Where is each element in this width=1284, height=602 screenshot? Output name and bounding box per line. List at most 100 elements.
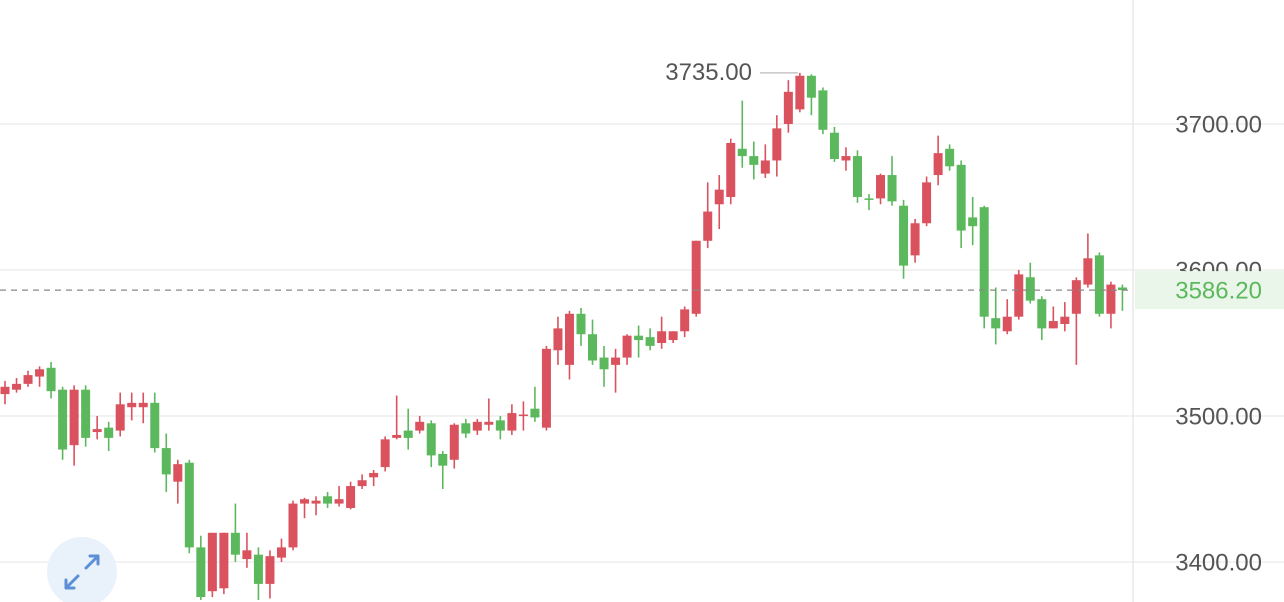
- candle-body: [1048, 321, 1058, 329]
- candle-body: [760, 160, 770, 174]
- candle-body: [369, 472, 379, 478]
- candle-body: [69, 389, 79, 446]
- candle-body: [588, 334, 598, 361]
- candle-body: [173, 464, 183, 482]
- candle-body: [1071, 280, 1081, 314]
- candle-body: [472, 421, 482, 431]
- candle-body: [783, 91, 793, 124]
- candle-body: [276, 547, 286, 558]
- candle-body: [380, 439, 390, 468]
- candle-body: [645, 337, 655, 346]
- candle-body: [772, 128, 782, 161]
- candle-body: [968, 217, 978, 227]
- candle-body: [346, 486, 356, 508]
- candle-body: [115, 404, 125, 431]
- candle-body: [680, 309, 690, 332]
- candle-body: [795, 75, 805, 110]
- candle-body: [150, 402, 160, 449]
- candle-body: [1060, 316, 1070, 324]
- candle-body: [806, 75, 816, 98]
- candle-body: [922, 182, 932, 224]
- candle-body: [726, 142, 736, 197]
- candle-body: [403, 430, 413, 438]
- candle-body: [876, 175, 886, 199]
- candle-body: [553, 328, 563, 351]
- candle-body: [634, 335, 644, 341]
- expand-icon: [64, 554, 100, 590]
- candle-body: [945, 148, 955, 167]
- candle-body: [541, 348, 551, 428]
- y-tick-label: 3500.00: [1175, 403, 1262, 430]
- candle-body: [564, 313, 574, 365]
- candle-body: [1083, 258, 1093, 285]
- candle-body: [657, 331, 667, 343]
- candle-body: [1117, 287, 1127, 291]
- candle-body: [438, 453, 448, 466]
- candle-body: [864, 198, 874, 200]
- candle-body: [58, 389, 68, 450]
- candle-body: [841, 156, 851, 161]
- candle-body: [323, 496, 333, 504]
- candle-body: [138, 402, 148, 408]
- candle-body: [737, 148, 747, 157]
- candle-body: [714, 189, 724, 205]
- candle-body: [23, 375, 33, 384]
- candle-body: [668, 331, 678, 341]
- plot: 3735.00: [0, 59, 1284, 600]
- candle-body: [818, 90, 828, 130]
- candle-body: [599, 357, 609, 370]
- candle-body: [461, 423, 471, 434]
- candle-body: [933, 153, 943, 176]
- candle-body: [219, 532, 229, 589]
- candle-body: [1094, 255, 1104, 314]
- candle-body: [1106, 284, 1116, 314]
- candle-body: [253, 554, 263, 584]
- candle-body: [956, 164, 966, 231]
- candle-body: [288, 503, 298, 548]
- candle-body: [611, 357, 621, 365]
- y-tick-label: 3400.00: [1175, 549, 1262, 576]
- candle-body: [852, 156, 862, 197]
- candle-body: [161, 448, 171, 475]
- candle-body: [887, 175, 897, 202]
- candle-body: [392, 434, 402, 438]
- candle-body: [230, 532, 240, 555]
- candle-body: [334, 499, 344, 504]
- candle-body: [484, 421, 494, 425]
- candle-body: [92, 429, 102, 433]
- last-price-label: 3586.20: [1175, 277, 1262, 304]
- candle-body: [507, 413, 517, 431]
- candle-body: [910, 223, 920, 256]
- candle-body: [449, 424, 459, 460]
- candle-body: [495, 420, 505, 431]
- max-marker-label: 3735.00: [665, 59, 752, 86]
- expand-button[interactable]: [47, 537, 117, 602]
- candle-body: [426, 423, 436, 456]
- candle-body: [749, 156, 759, 165]
- candle-body: [415, 421, 425, 431]
- candle-body: [1002, 316, 1012, 332]
- candle-body: [265, 556, 275, 584]
- candle-body: [0, 386, 10, 395]
- candle-body: [979, 207, 989, 317]
- y-tick-label: 3700.00: [1175, 111, 1262, 138]
- candle-body: [829, 132, 839, 160]
- candle-body: [518, 414, 528, 417]
- candle-body: [691, 240, 701, 314]
- candle-body: [1014, 274, 1024, 317]
- candle-body: [576, 313, 586, 335]
- candle-body: [311, 500, 321, 504]
- candle-body: [1025, 277, 1035, 301]
- candle-body: [622, 335, 632, 358]
- candle-body: [127, 402, 137, 408]
- candle-body: [207, 532, 217, 592]
- candle-body: [703, 211, 713, 241]
- candle-body: [46, 367, 56, 392]
- candle-body: [12, 383, 22, 390]
- candle-body: [184, 462, 194, 548]
- candle-body: [242, 550, 252, 560]
- last-price-tag: [1135, 271, 1284, 310]
- candle-body: [81, 389, 91, 438]
